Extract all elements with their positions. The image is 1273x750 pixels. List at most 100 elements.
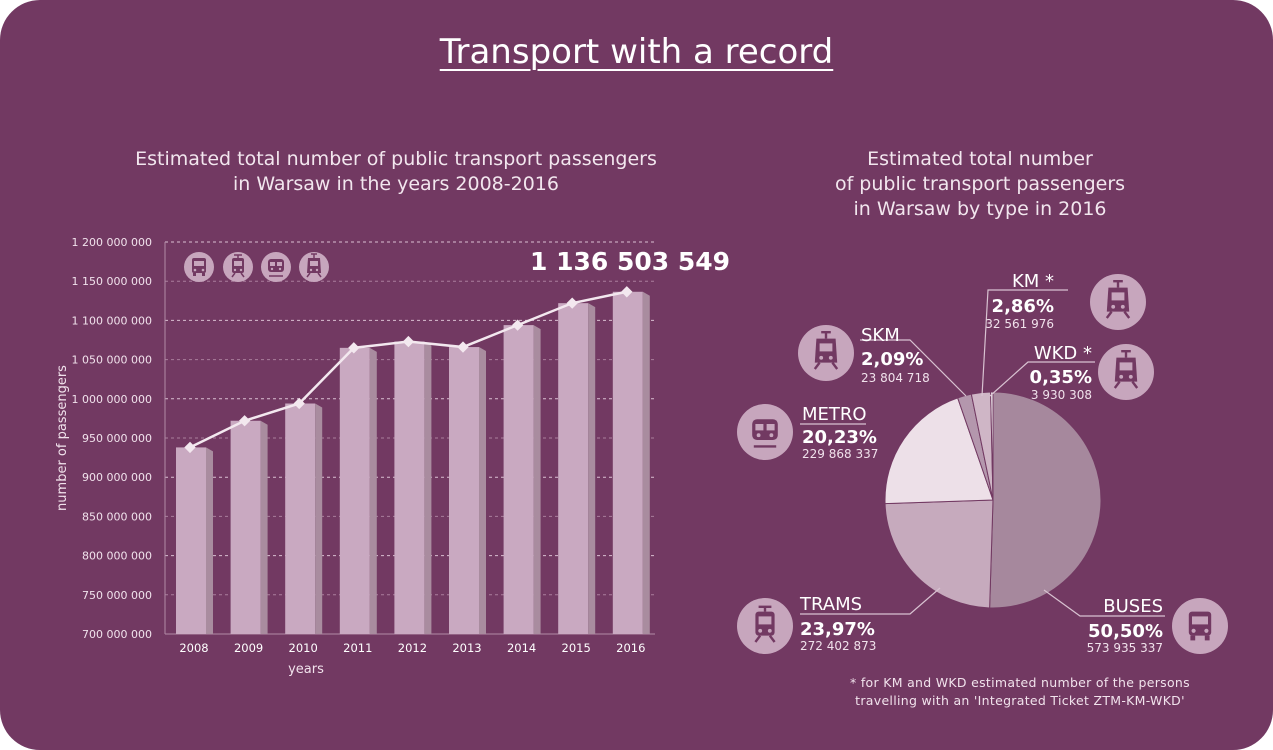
metro-icon (261, 252, 291, 282)
slice-percent-metro: 20,23% (802, 427, 877, 448)
bar-side (642, 291, 650, 634)
slice-count-km: 32 561 976 (985, 317, 1054, 331)
pie-chart: BUSES 50,50% 573 935 337 TRAMS 23,97% 27… (737, 271, 1228, 655)
slice-percent-km: 2,86% (992, 296, 1054, 317)
slice-name-metro: METRO (802, 404, 867, 425)
slice-count-buses: 573 935 337 (1087, 641, 1163, 655)
pie-label-skm: SKM 2,09% 23 804 718 (861, 325, 930, 385)
trend-point (457, 341, 469, 353)
pie-slice-trams (884, 499, 994, 609)
x-tick-label: 2015 (562, 641, 591, 655)
footnote-line-2: travelling with an 'Integrated Ticket ZT… (855, 693, 1185, 708)
slice-name-buses: BUSES (1103, 596, 1163, 617)
train-icon (1090, 274, 1146, 330)
train-icon (798, 325, 854, 381)
bar (394, 341, 425, 634)
transport-icons-row (184, 252, 329, 282)
bar (558, 303, 589, 634)
slice-name-skm: SKM (861, 325, 900, 346)
bar-side (424, 341, 432, 634)
y-axis-ticks: 700 000 000 750 000 000 800 000 000 850 000… (72, 236, 152, 641)
bar-side (206, 447, 213, 634)
trend-point (511, 319, 524, 331)
bar-side (533, 325, 541, 634)
tram-icon (223, 252, 253, 282)
y-tick-label: 750 000 000 (82, 589, 152, 602)
trend-point (566, 297, 578, 309)
x-axis-label: years (288, 662, 324, 677)
pie-label-buses: BUSES 50,50% 573 935 337 (1087, 596, 1163, 655)
right-chart-title: Estimated total number of public transpo… (780, 147, 1180, 222)
bar (449, 347, 479, 634)
pie-label-wkd: WKD * 0,35% 3 930 308 (1030, 343, 1092, 402)
bar (339, 347, 370, 634)
bar-side (588, 303, 596, 634)
slice-count-trams: 272 402 873 (800, 639, 876, 653)
slice-name-wkd: WKD * (1034, 343, 1092, 364)
x-tick-label: 2013 (452, 641, 481, 655)
left-chart-title-line-2: in Warsaw in the years 2008-2016 (233, 173, 559, 195)
x-tick-label: 2011 (343, 641, 372, 655)
right-chart-title-line-3: in Warsaw by type in 2016 (853, 198, 1107, 220)
bar-side (315, 403, 323, 634)
bar (612, 291, 643, 634)
right-chart-title-line-1: Estimated total number (867, 148, 1093, 170)
y-tick-label: 700 000 000 (82, 628, 152, 641)
bars (176, 291, 650, 634)
highlight-value-label: 1 136 503 549 (530, 247, 730, 276)
metro-icon (737, 404, 793, 460)
bar (285, 403, 316, 634)
y-tick-label: 900 000 000 (82, 471, 152, 484)
right-chart-title-line-2: of public transport passengers (834, 173, 1126, 195)
tram-icon (737, 598, 793, 654)
bar (176, 447, 206, 634)
pie-label-metro: METRO 20,23% 229 868 337 (802, 404, 878, 461)
train-icon (1098, 344, 1154, 400)
trend-point (621, 286, 633, 298)
leader-lines (800, 289, 1165, 617)
page-title: Transport with a record (439, 32, 834, 72)
slice-count-skm: 23 804 718 (861, 371, 930, 385)
slice-name-km: KM * (1012, 271, 1054, 292)
y-tick-label: 950 000 000 (82, 432, 152, 445)
trend-points (184, 286, 633, 454)
y-axis-label: number of passengers (55, 365, 70, 511)
train-icon (299, 252, 329, 282)
x-tick-label: 2009 (234, 641, 263, 655)
x-tick-label: 2012 (398, 641, 427, 655)
pie-label-trams: TRAMS 23,97% 272 402 873 (799, 594, 876, 653)
pie-slice-wkd (990, 391, 994, 501)
x-tick-label: 2010 (289, 641, 318, 655)
bus-icon (1172, 598, 1228, 654)
y-tick-label: 1 050 000 000 (72, 354, 152, 367)
y-tick-label: 800 000 000 (82, 550, 152, 563)
footnote: * for KM and WKD estimated number of the… (820, 674, 1220, 710)
trend-point (348, 342, 360, 354)
slice-count-wkd: 3 930 308 (1031, 388, 1092, 402)
slice-percent-trams: 23,97% (800, 619, 875, 640)
left-chart-title: Estimated total number of public transpo… (96, 147, 696, 197)
y-tick-label: 1 100 000 000 (72, 314, 152, 327)
left-chart-title-line-1: Estimated total number of public transpo… (135, 148, 657, 170)
slice-name-trams: TRAMS (799, 594, 862, 615)
bus-icon (184, 252, 214, 282)
slice-percent-skm: 2,09% (861, 349, 923, 370)
trend-point (293, 397, 305, 410)
y-tick-label: 1 200 000 000 (72, 236, 152, 249)
pie-label-km: KM * 2,86% 32 561 976 (985, 271, 1054, 331)
bar (230, 420, 261, 634)
bar-chart: 700 000 000 750 000 000 800 000 000 850 000… (55, 236, 730, 677)
bar-side (369, 347, 377, 634)
slice-count-metro: 229 868 337 (802, 447, 878, 461)
x-tick-label: 2014 (507, 641, 536, 655)
x-tick-label: 2008 (179, 641, 208, 655)
y-tick-label: 850 000 000 (82, 510, 152, 523)
y-tick-label: 1 150 000 000 (72, 275, 152, 288)
bar (503, 325, 534, 634)
trend-point (184, 441, 196, 454)
bar-side (260, 420, 268, 634)
trend-point (402, 335, 415, 348)
pie-slice-metro (884, 397, 994, 505)
